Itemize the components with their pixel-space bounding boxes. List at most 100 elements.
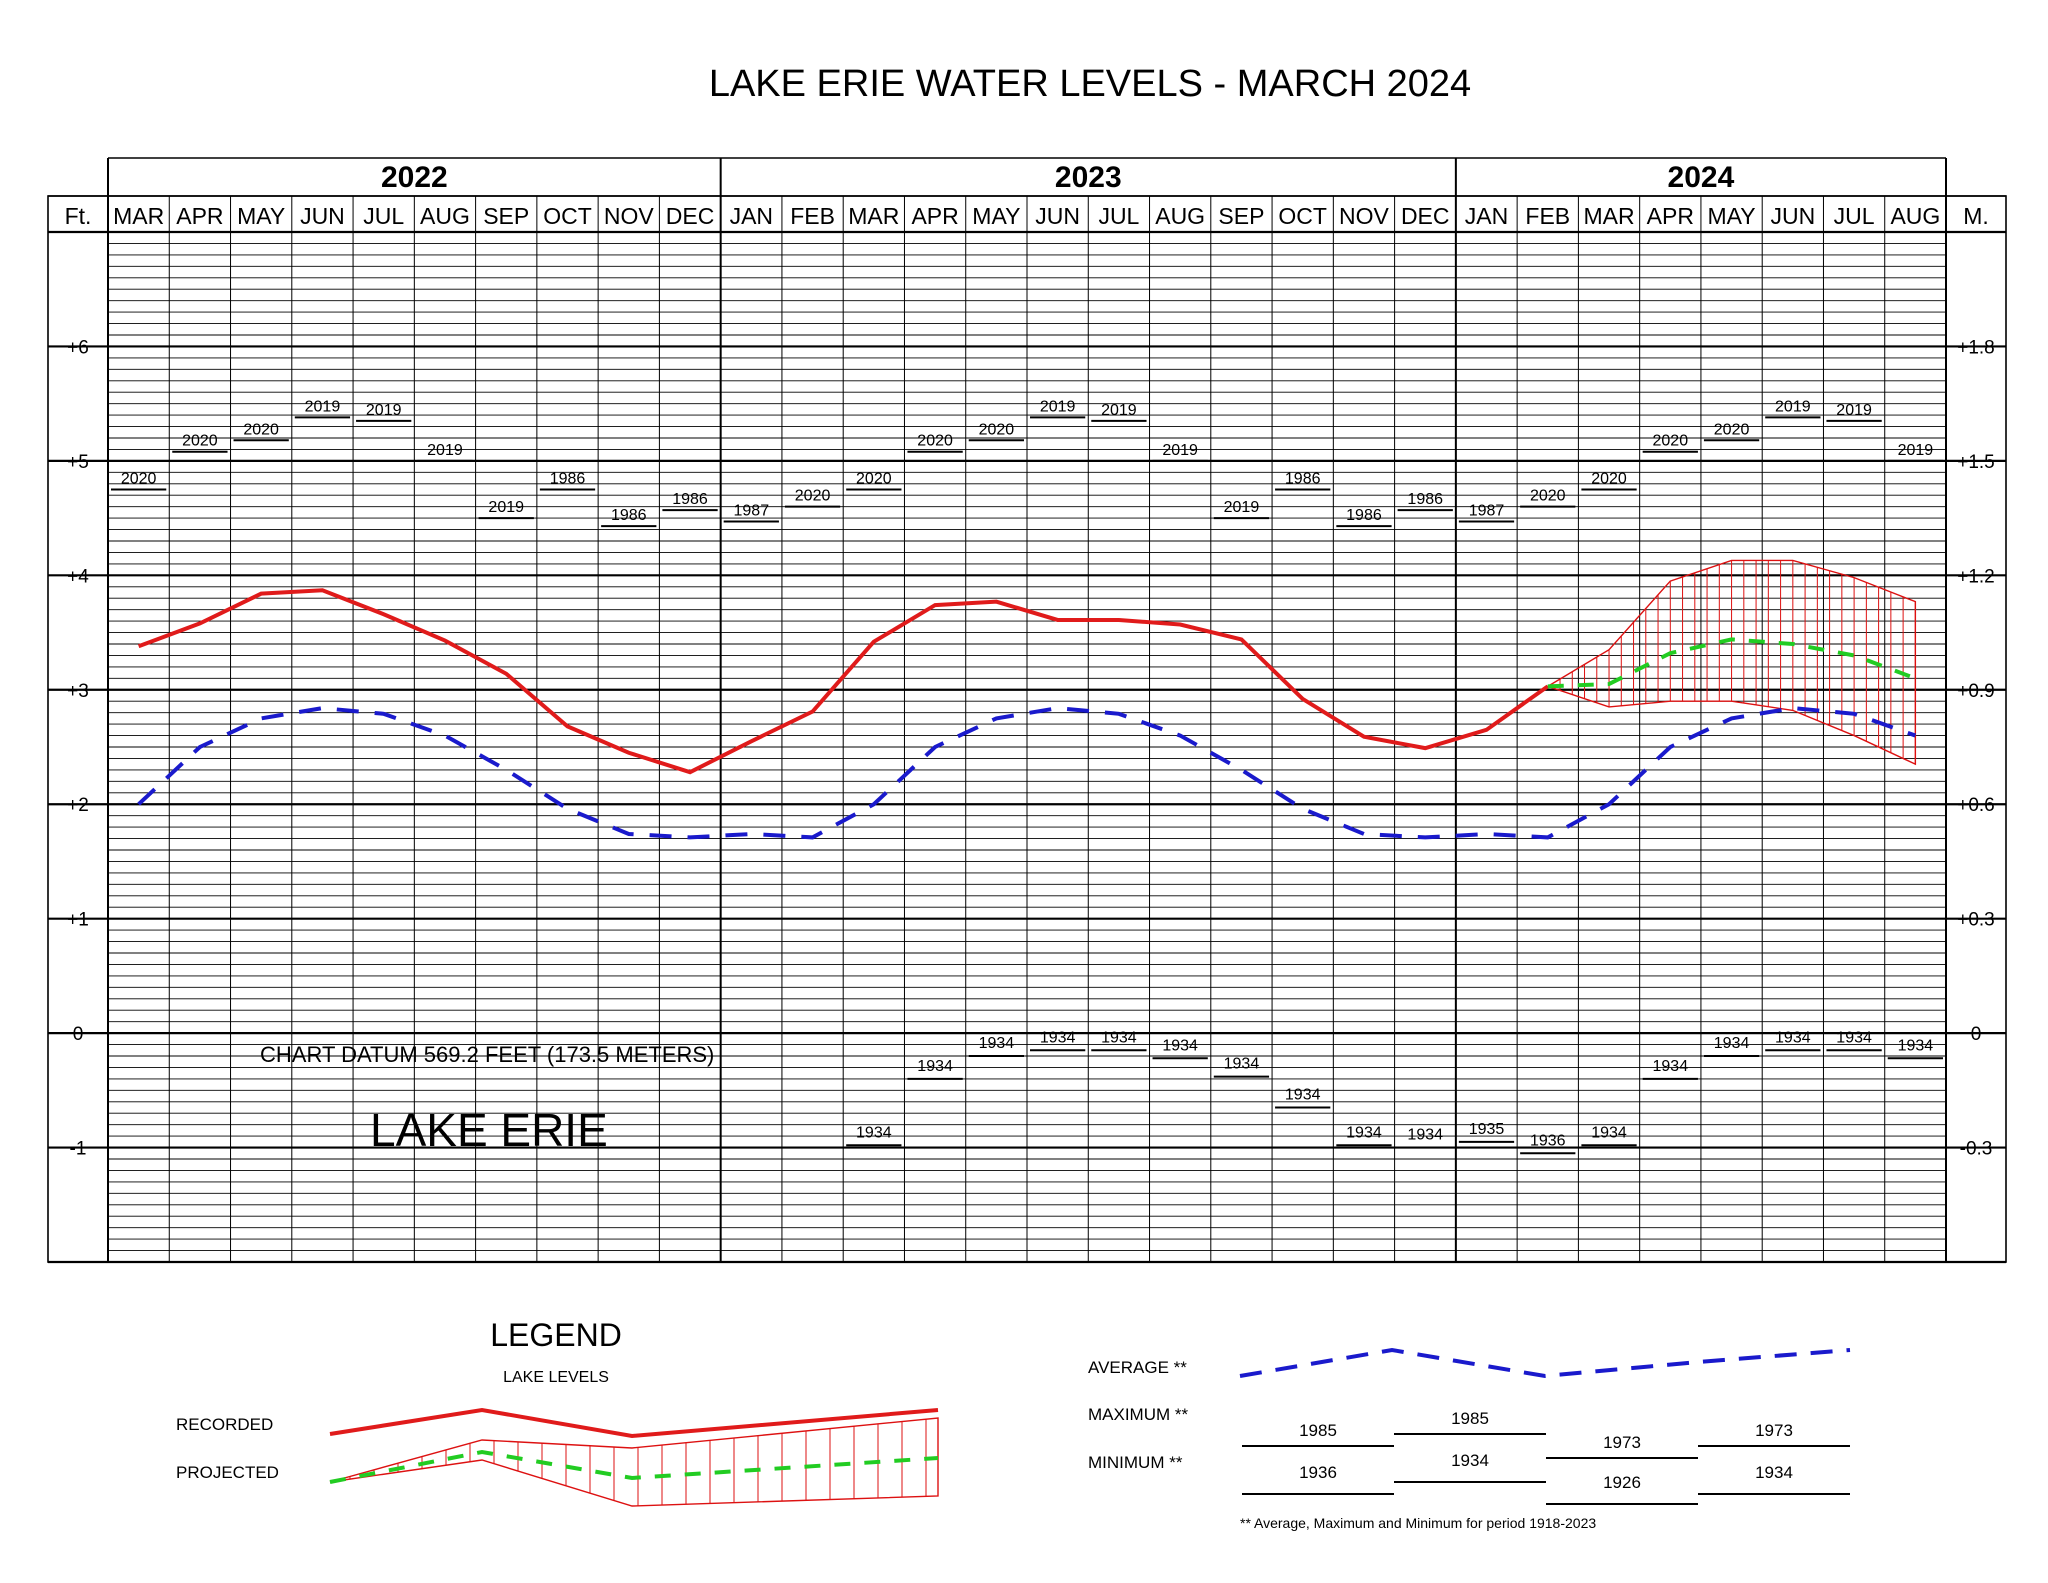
y-tick-label-left: +2: [67, 795, 89, 816]
y-tick-label-right: +1.2: [1957, 566, 1995, 587]
month-label: SEP: [483, 203, 529, 229]
record-low-year: 1934: [1346, 1124, 1382, 1141]
record-high-year: 2020: [917, 433, 953, 450]
record-low-year: 1934: [1162, 1037, 1198, 1054]
y-tick-label-right: +0.3: [1957, 910, 1995, 931]
projected-series-line: [1547, 637, 1917, 689]
record-high-year: 2020: [243, 421, 279, 438]
record-high-year: 2019: [1775, 398, 1811, 415]
legend-minimum-year: 1936: [1299, 1463, 1337, 1482]
month-label: APR: [911, 203, 958, 229]
month-label: APR: [176, 203, 223, 229]
month-label: OCT: [1278, 203, 1327, 229]
month-label: APR: [1647, 203, 1694, 229]
y-tick-label-left: +6: [67, 337, 89, 358]
y-tick-label-left: +4: [67, 566, 89, 587]
record-high-year: 1986: [1407, 491, 1443, 508]
grid: [47, 157, 2007, 1264]
record-low-year: 1934: [856, 1124, 892, 1141]
record-high-year: 2020: [182, 433, 218, 450]
legend: LEGEND LAKE LEVELS RECORDED PROJECTED AVERAG…: [176, 1317, 1851, 1531]
record-low-year: 1934: [1836, 1029, 1872, 1046]
lake-name-label: LAKE ERIE: [370, 1104, 608, 1156]
record-high-year: 2019: [1224, 499, 1260, 516]
month-label: MAR: [113, 203, 164, 229]
record-high-year: 1986: [611, 507, 647, 524]
legend-projected-label: PROJECTED: [176, 1463, 279, 1482]
month-label: DEC: [1401, 203, 1450, 229]
record-low-year: 1935: [1469, 1121, 1505, 1138]
record-low-year: 1934: [1714, 1035, 1750, 1052]
year-label: 2022: [381, 161, 448, 194]
legend-title: LEGEND: [490, 1317, 622, 1353]
record-high-year: 2020: [1714, 421, 1750, 438]
record-high-year: 2019: [1836, 402, 1872, 419]
right-unit-label: M.: [1963, 203, 1989, 229]
record-levels: 2020 2020 2020 2019 2019 2019 2019 1986 1986 1986…: [111, 398, 1943, 1155]
recorded-series-line: [137, 588, 1549, 775]
month-label: JUN: [1035, 203, 1080, 229]
y-tick-label-right: +1.8: [1957, 337, 1995, 358]
chart-datum-note: CHART DATUM 569.2 FEET (173.5 METERS): [260, 1042, 714, 1067]
legend-maximum-label: MAXIMUM **: [1088, 1405, 1189, 1424]
record-low-year: 1934: [1224, 1056, 1260, 1073]
month-label: MAY: [237, 203, 285, 229]
month-label: MAY: [1707, 203, 1755, 229]
month-label: FEB: [790, 203, 835, 229]
record-low-year: 1934: [1653, 1058, 1689, 1075]
y-tick-label-left: +5: [67, 452, 89, 473]
month-label: JAN: [1465, 203, 1508, 229]
month-label: AUG: [420, 203, 470, 229]
record-high-year: 1987: [1469, 503, 1505, 520]
record-high-year: 2020: [1653, 433, 1689, 450]
legend-projected-envelope: [329, 1417, 939, 1507]
record-high-year: 2019: [305, 398, 341, 415]
y-tick-label-right: -0.3: [1960, 1139, 1993, 1160]
month-label: MAR: [1583, 203, 1634, 229]
y-tick-label-left: +1: [67, 910, 89, 931]
month-label: OCT: [543, 203, 592, 229]
series: [137, 559, 1917, 840]
chart-title: LAKE ERIE WATER LEVELS - MARCH 2024: [709, 63, 1471, 105]
record-high-year: 2020: [795, 488, 831, 505]
record-low-year: 1934: [1285, 1087, 1321, 1104]
record-high-year: 2019: [1162, 442, 1198, 459]
record-high-year: 2020: [856, 471, 892, 488]
month-label: SEP: [1218, 203, 1264, 229]
legend-minimum-label: MINIMUM **: [1088, 1453, 1183, 1472]
month-label: MAY: [972, 203, 1020, 229]
y-tick-label-right: +0.6: [1957, 795, 1995, 816]
record-high-year: 2019: [488, 499, 524, 516]
axis-header: 2022 2023 2024 MAR APR MAY JUN JUL AUG SEP OCT NOV D…: [65, 161, 1989, 229]
record-low-year: 1934: [1898, 1037, 1934, 1054]
record-low-year: 1934: [1101, 1029, 1137, 1046]
legend-minimum-year: 1926: [1603, 1473, 1641, 1492]
record-high-year: 2020: [1530, 488, 1566, 505]
left-unit-label: Ft.: [65, 203, 92, 229]
month-label: JUL: [1098, 203, 1139, 229]
month-label: JUN: [300, 203, 345, 229]
record-high-year: 1986: [1285, 471, 1321, 488]
legend-recorded-swatch: [329, 1407, 939, 1439]
y-tick-label-right: +1.5: [1957, 452, 1995, 473]
legend-average-label: AVERAGE **: [1088, 1358, 1187, 1377]
legend-maximum-year: 1985: [1299, 1421, 1337, 1440]
record-high-year: 2020: [979, 421, 1015, 438]
record-low-year: 1934: [917, 1058, 953, 1075]
legend-recorded-label: RECORDED: [176, 1415, 273, 1434]
month-label: AUG: [1155, 203, 1205, 229]
month-label: AUG: [1890, 203, 1940, 229]
y-tick-label-left: 0: [73, 1024, 84, 1045]
month-label: FEB: [1525, 203, 1570, 229]
record-high-year: 1986: [550, 471, 586, 488]
record-high-year: 2020: [121, 471, 157, 488]
legend-maximum-year: 1973: [1603, 1433, 1641, 1452]
year-label: 2024: [1668, 161, 1735, 194]
record-high-year: 1986: [1346, 507, 1382, 524]
record-low-year: 1934: [1591, 1124, 1627, 1141]
record-low-year: 1936: [1530, 1132, 1566, 1149]
legend-minimum-year: 1934: [1451, 1451, 1489, 1470]
year-label: 2023: [1055, 161, 1122, 194]
record-high-year: 1986: [672, 491, 708, 508]
